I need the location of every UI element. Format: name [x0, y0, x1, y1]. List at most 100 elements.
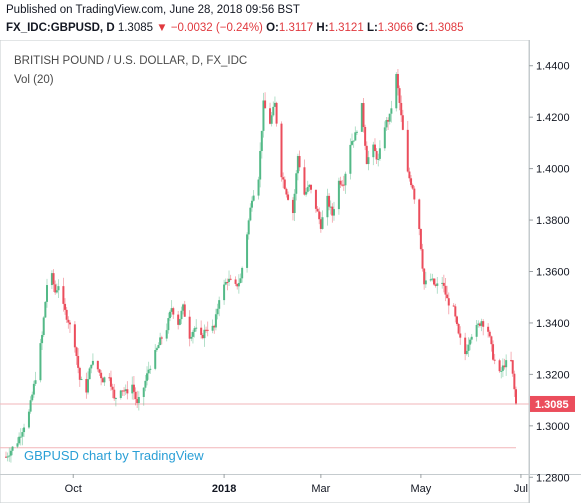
- last-price-badge-text: 1.3085: [535, 399, 569, 411]
- candle-body: [182, 304, 185, 311]
- price-axis[interactable]: 1.4400 1.4200 1.4000 1.3800 1.3600 1.3400 1.32…: [529, 61, 570, 485]
- candle-body: [293, 193, 296, 214]
- candle-body: [260, 130, 263, 152]
- candle-body: [64, 303, 67, 310]
- candle-body: [195, 327, 198, 329]
- candle-body: [362, 103, 365, 127]
- low-label: L:: [366, 22, 378, 34]
- candle-body: [480, 321, 483, 326]
- close-label: C:: [416, 22, 429, 34]
- candle-body: [339, 180, 342, 185]
- candle-body: [446, 294, 449, 299]
- candle-body: [218, 300, 221, 309]
- candle-body: [344, 173, 347, 186]
- candle-body: [123, 390, 126, 392]
- candle-body: [383, 127, 386, 149]
- candle-body: [126, 389, 129, 394]
- candle-body: [34, 380, 37, 384]
- candle-body: [360, 103, 363, 132]
- candle-body: [88, 368, 91, 380]
- candle-body: [385, 120, 388, 128]
- candle-body: [39, 343, 42, 381]
- candle-body: [224, 281, 227, 285]
- y-tick-label: 1.4200: [536, 112, 570, 124]
- candle-body: [444, 285, 447, 295]
- tradingview-credit[interactable]: GBPUSD chart by TradingView: [24, 448, 204, 463]
- candle-body: [180, 310, 183, 320]
- candle-body: [236, 283, 239, 287]
- candle-body: [321, 217, 324, 229]
- candle-body: [247, 220, 250, 235]
- candle-body: [418, 199, 421, 230]
- y-tick-label: 1.3000: [536, 421, 570, 433]
- candle-body: [73, 324, 76, 348]
- candle-body: [172, 308, 175, 315]
- candle-body: [375, 151, 378, 160]
- candle-body: [103, 377, 106, 383]
- candle-body: [378, 148, 381, 159]
- candle-body: [100, 372, 103, 379]
- y-tick-label: 1.3800: [536, 215, 570, 227]
- candle-body: [388, 113, 391, 122]
- candle-body: [98, 369, 101, 373]
- candle-body: [470, 336, 473, 340]
- time-axis[interactable]: Oct 2018 Mar May Jul: [65, 474, 528, 495]
- candle-body: [9, 450, 12, 456]
- candle-body: [136, 399, 139, 404]
- candle-body: [121, 390, 124, 392]
- candle-body: [52, 273, 55, 285]
- candle-body: [505, 360, 508, 368]
- x-tick-label: 2018: [212, 483, 236, 495]
- candle-body: [191, 331, 194, 337]
- candle-body: [498, 360, 501, 372]
- y-tick-label: 1.2800: [536, 472, 570, 484]
- candle-body: [257, 179, 260, 196]
- candle-body: [226, 281, 229, 283]
- candle-body: [223, 284, 226, 301]
- candle-body: [433, 278, 436, 285]
- candle-body: [237, 282, 240, 287]
- candle-body: [431, 278, 434, 280]
- candle-body: [513, 373, 516, 390]
- price-chart[interactable]: 1.4400 1.4200 1.4000 1.3800 1.3600 1.3400 1.32…: [0, 40, 581, 503]
- candle-body: [395, 74, 398, 109]
- y-tick-label: 1.4400: [536, 61, 570, 73]
- candle-body: [332, 209, 335, 216]
- candle-body: [246, 234, 249, 268]
- candle-body: [408, 171, 411, 179]
- candle-body: [160, 337, 163, 339]
- candle-body: [401, 115, 404, 130]
- candle-body: [201, 334, 204, 339]
- candle-body: [396, 74, 399, 89]
- symbol-label[interactable]: FX_IDC:GBPUSD, D: [6, 22, 115, 34]
- candle-body: [85, 379, 88, 393]
- candle-body: [239, 278, 242, 283]
- candle-body: [429, 279, 432, 281]
- open-label: O:: [266, 22, 279, 34]
- candle-body: [6, 456, 9, 458]
- candle-body: [398, 88, 401, 103]
- candle-body: [351, 141, 354, 145]
- candle-body: [31, 394, 34, 401]
- candle-body: [406, 129, 409, 172]
- chart-title: BRITISH POUND / U.S. DOLLAR, D, FX_IDC: [14, 55, 247, 67]
- candle-body: [319, 219, 322, 229]
- candle-body: [67, 319, 70, 323]
- ohlc-bar: FX_IDC:GBPUSD, D 1.3085 ▼ −0.0032 (−0.24…: [6, 22, 464, 34]
- candle-body: [154, 350, 157, 369]
- change-value: −0.0032 (−0.24%): [170, 22, 263, 34]
- candle-body: [447, 298, 450, 306]
- candle-body: [352, 140, 355, 142]
- candle-body: [23, 427, 26, 433]
- volume-legend: Vol (20): [14, 74, 54, 86]
- candle-body: [57, 286, 60, 291]
- candle-body: [488, 331, 491, 337]
- candle-body: [144, 380, 147, 388]
- y-tick-label: 1.4000: [536, 164, 570, 176]
- candle-body: [510, 360, 513, 362]
- candle-body: [285, 188, 288, 195]
- candle-body: [314, 189, 317, 209]
- candle-body: [54, 284, 57, 293]
- chart-background: [0, 40, 581, 503]
- candle-body: [377, 158, 380, 160]
